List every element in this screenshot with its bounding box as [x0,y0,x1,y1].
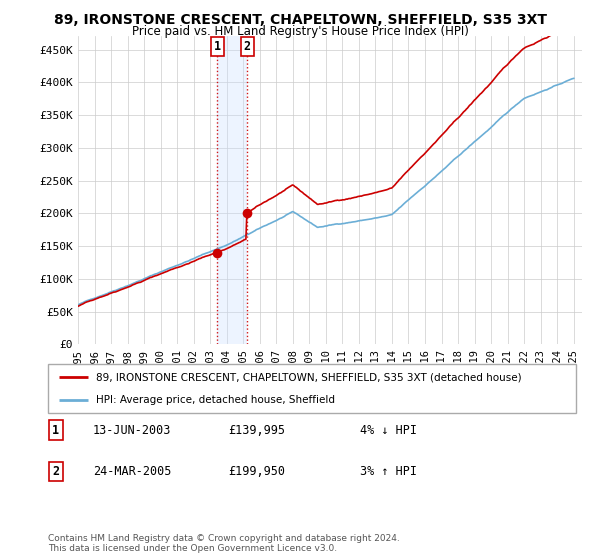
Text: £139,995: £139,995 [228,423,285,437]
Text: Price paid vs. HM Land Registry's House Price Index (HPI): Price paid vs. HM Land Registry's House … [131,25,469,38]
Text: 89, IRONSTONE CRESCENT, CHAPELTOWN, SHEFFIELD, S35 3XT (detached house): 89, IRONSTONE CRESCENT, CHAPELTOWN, SHEF… [95,372,521,382]
Text: 13-JUN-2003: 13-JUN-2003 [93,423,172,437]
Bar [217,36,247,344]
Text: 1: 1 [52,423,59,437]
Text: 24-MAR-2005: 24-MAR-2005 [93,465,172,478]
Text: 4% ↓ HPI: 4% ↓ HPI [360,423,417,437]
FancyBboxPatch shape [48,364,576,413]
Text: Contains HM Land Registry data © Crown copyright and database right 2024.
This d: Contains HM Land Registry data © Crown c… [48,534,400,553]
Text: 2: 2 [52,465,59,478]
Text: 1: 1 [214,40,221,53]
Text: 89, IRONSTONE CRESCENT, CHAPELTOWN, SHEFFIELD, S35 3XT: 89, IRONSTONE CRESCENT, CHAPELTOWN, SHEF… [53,13,547,27]
Text: £199,950: £199,950 [228,465,285,478]
Text: 3% ↑ HPI: 3% ↑ HPI [360,465,417,478]
Text: 2: 2 [244,40,251,53]
Text: HPI: Average price, detached house, Sheffield: HPI: Average price, detached house, Shef… [95,395,335,405]
